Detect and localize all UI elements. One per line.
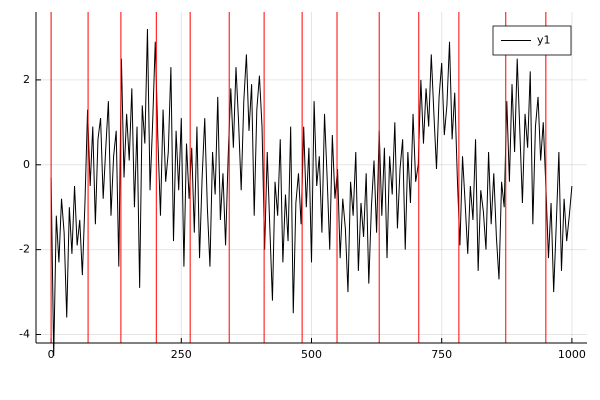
y-tick-label: -4 [19, 328, 30, 341]
y-tick-label: -2 [19, 243, 30, 256]
x-tick-label: 750 [431, 348, 452, 361]
y-tick-label: 0 [23, 158, 30, 171]
data-line [50, 28, 573, 356]
legend-box [492, 25, 572, 56]
x-tick-label: 500 [301, 348, 322, 361]
x-tick-label: 250 [171, 348, 192, 361]
x-tick-label: 1000 [558, 348, 586, 361]
x-tick-label: 0 [48, 348, 55, 361]
y-tick-label: 2 [23, 73, 30, 86]
legend-label: y1 [537, 34, 551, 47]
